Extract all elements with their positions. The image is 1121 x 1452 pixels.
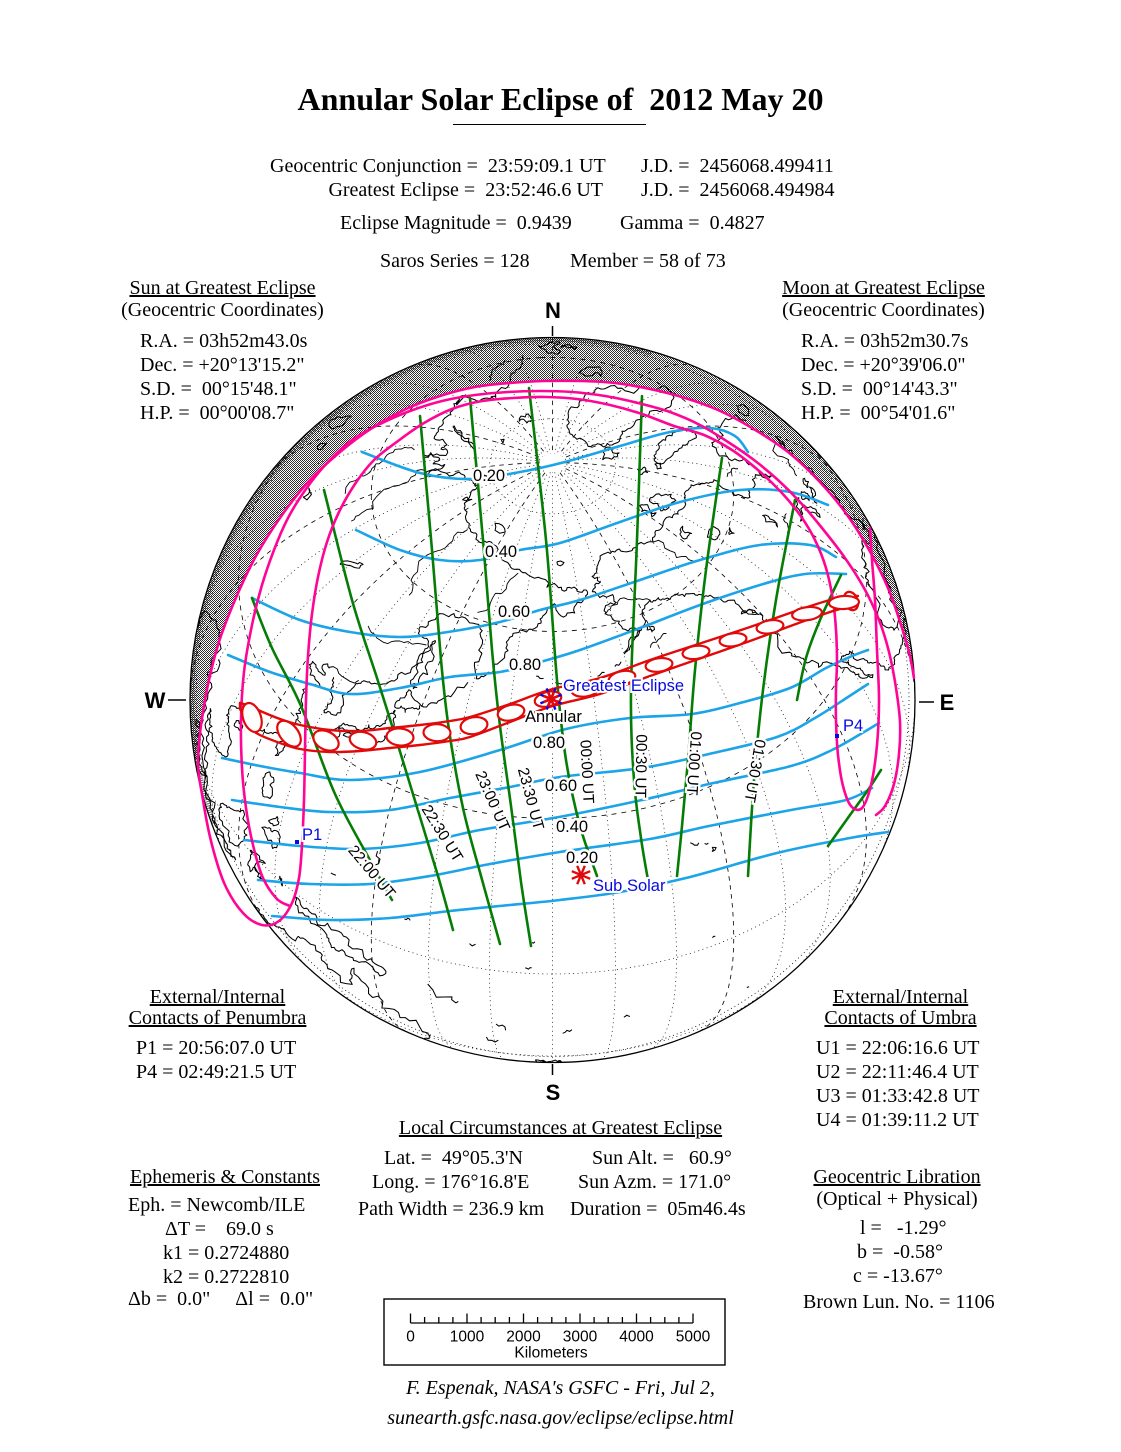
svg-text:P4: P4 xyxy=(843,717,863,735)
svg-text:Annular: Annular xyxy=(525,708,582,726)
svg-text:2000: 2000 xyxy=(506,1329,541,1346)
svg-text:P1: P1 xyxy=(302,826,322,844)
svg-text:0.60: 0.60 xyxy=(545,777,577,795)
svg-text:E: E xyxy=(940,690,955,715)
svg-text:0.20: 0.20 xyxy=(473,467,505,485)
svg-text:0.80: 0.80 xyxy=(533,734,565,752)
svg-text:5000: 5000 xyxy=(676,1329,711,1346)
svg-text:Sub Solar: Sub Solar xyxy=(593,877,666,895)
svg-text:0.40: 0.40 xyxy=(485,543,517,561)
svg-text:N: N xyxy=(545,298,561,323)
svg-text:0.40: 0.40 xyxy=(556,818,588,836)
svg-text:Kilometers: Kilometers xyxy=(514,1345,587,1362)
svg-text:00:30 UT: 00:30 UT xyxy=(631,734,649,799)
svg-text:0.80: 0.80 xyxy=(509,656,541,674)
svg-text:0.60: 0.60 xyxy=(498,603,530,621)
svg-text:S: S xyxy=(546,1080,561,1105)
svg-text:01:00 UT: 01:00 UT xyxy=(683,731,704,796)
svg-text:00:00 UT: 00:00 UT xyxy=(576,739,596,804)
svg-text:0: 0 xyxy=(406,1329,415,1346)
svg-text:1000: 1000 xyxy=(450,1329,485,1346)
svg-text:22:00 UT: 22:00 UT xyxy=(344,842,398,902)
svg-text:0.20: 0.20 xyxy=(566,849,598,867)
svg-text:4000: 4000 xyxy=(619,1329,654,1346)
svg-text:Greatest Eclipse: Greatest Eclipse xyxy=(563,677,684,695)
svg-text:W: W xyxy=(145,688,166,713)
svg-text:3000: 3000 xyxy=(563,1329,598,1346)
